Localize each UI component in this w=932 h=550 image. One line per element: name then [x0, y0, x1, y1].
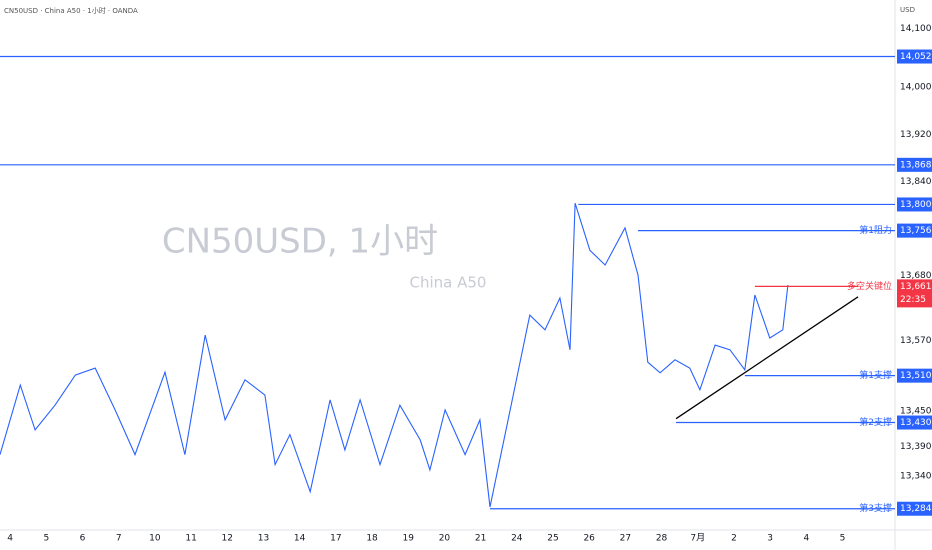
- x-tick-label: 2: [731, 534, 737, 544]
- level-price-label: 14,052.0: [900, 52, 932, 62]
- level-price-label: 13,430.5: [900, 418, 932, 428]
- header: CN50USD · China A50 · 1小时 · OANDA: [4, 6, 138, 15]
- y-tick-label: 13,450.0: [900, 407, 932, 417]
- level-price-box: [897, 49, 932, 64]
- x-tick-label: 12: [222, 534, 233, 544]
- x-tick-label: 5: [43, 534, 49, 544]
- watermark-title: CN50USD, 1小时: [162, 222, 438, 262]
- level-text: 多空关键位: [847, 280, 892, 292]
- x-tick-label: 5: [840, 534, 846, 544]
- x-tick-label: 18: [366, 534, 378, 544]
- level-price-label: 13,510.1: [900, 371, 932, 381]
- y-tick-label: 13,920.0: [900, 130, 932, 140]
- level-price-box: [897, 415, 932, 430]
- x-tick-label: 14: [294, 534, 306, 544]
- level-price-box: [897, 368, 932, 383]
- level-price-label: 13,284.1: [900, 504, 932, 514]
- trendline: [675, 296, 859, 420]
- level-price-box: [897, 223, 932, 238]
- watermark-subtitle: China A50: [410, 274, 487, 292]
- level-price-box: [897, 279, 932, 308]
- y-tick-label: 14,000.0: [900, 83, 932, 93]
- level-text: 第3支撑: [859, 502, 892, 514]
- x-tick-label: 19: [403, 534, 415, 544]
- level-price-label: 13,661.7: [900, 282, 932, 292]
- x-tick-label: 3: [767, 534, 773, 544]
- x-tick-label: 27: [620, 534, 631, 544]
- x-tick-label: 24: [511, 534, 523, 544]
- currency: USD: [900, 6, 915, 14]
- x-tick-label: 4: [803, 534, 809, 544]
- x-tick-label: 7月: [690, 533, 705, 544]
- countdown-label: 22:35: [900, 295, 926, 305]
- level-price-box: [897, 501, 932, 516]
- y-tick-label: 13,390.0: [900, 442, 932, 452]
- x-tick-label: 6: [80, 534, 86, 544]
- level-price-box: [897, 197, 932, 212]
- x-tick-label: 25: [547, 534, 558, 544]
- x-tick-label: 20: [439, 534, 451, 544]
- x-tick-label: 21: [475, 534, 486, 544]
- x-tick-label: 4: [7, 534, 13, 544]
- x-tick-label: 26: [583, 534, 595, 544]
- level-price-label: 13,756.4: [900, 226, 932, 236]
- level-price-label: 13,800.8: [900, 200, 932, 210]
- y-tick-label: 13,340.0: [900, 471, 932, 481]
- level-text: 第1阻力: [859, 224, 892, 236]
- level-text: 第1支撑: [859, 369, 892, 381]
- x-tick-label: 28: [656, 534, 668, 544]
- x-tick-label: 11: [185, 534, 196, 544]
- x-tick-label: 13: [258, 534, 269, 544]
- y-tick-label: 13,840.0: [900, 177, 932, 187]
- level-text: 第2支撑: [859, 416, 892, 428]
- level-price-label: 13,868.1: [900, 160, 932, 170]
- zigzag-line: [0, 203, 789, 508]
- y-tick-label: 13,680.0: [900, 271, 932, 281]
- y-tick-label: 13,570.0: [900, 336, 932, 346]
- x-tick-label: 7: [116, 534, 122, 544]
- x-tick-label: 17: [330, 534, 341, 544]
- x-tick-label: 10: [149, 534, 161, 544]
- level-price-box: [897, 157, 932, 172]
- y-tick-label: 14,100.0: [900, 24, 932, 34]
